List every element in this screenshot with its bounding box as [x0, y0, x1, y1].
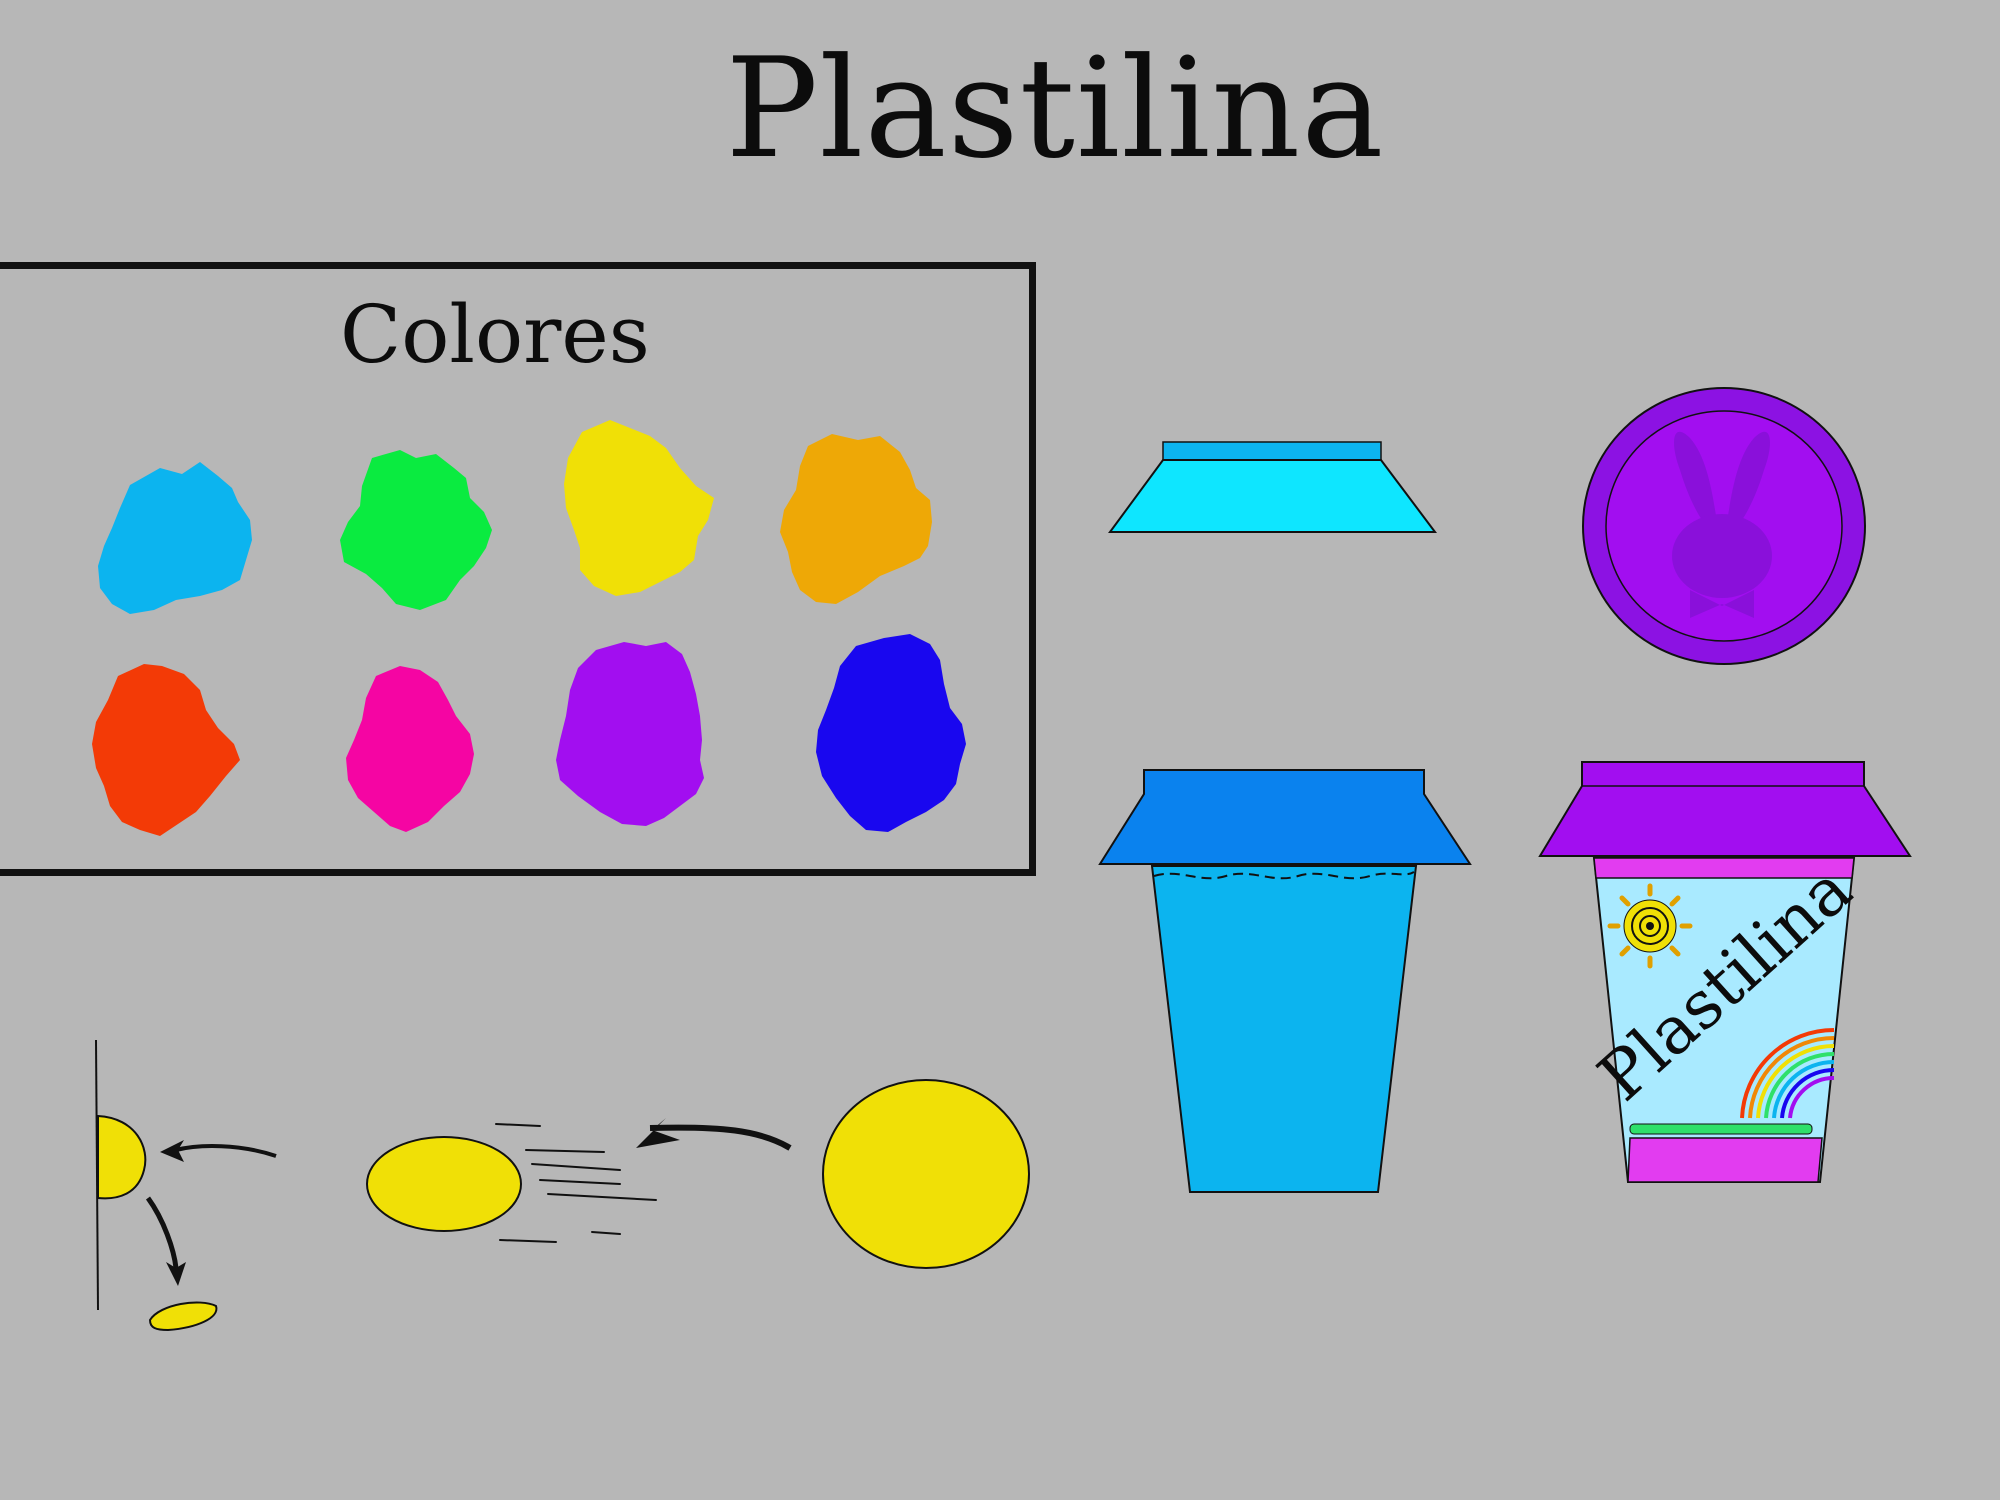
blue-cup	[1098, 769, 1472, 1193]
container-grass	[1629, 1123, 1813, 1135]
bunny-icon	[1672, 431, 1772, 618]
swatch-green	[340, 450, 492, 610]
colors-heading: Colores	[340, 288, 650, 381]
rainbow-icon	[1740, 1027, 1835, 1119]
clay-splat-on-wall	[97, 1114, 147, 1200]
clay-ball	[822, 1079, 1030, 1269]
color-swatches	[92, 420, 966, 836]
arrow-wall-to-floor	[145, 1196, 179, 1269]
arrow-flight-to-wall	[175, 1144, 277, 1158]
swatch-orange	[780, 434, 932, 604]
swatch-light-blue	[98, 462, 252, 614]
swatch-red	[92, 664, 240, 836]
sun-icon	[1607, 883, 1693, 969]
blue-cup-cap	[1098, 769, 1472, 865]
swatch-yellow	[564, 420, 714, 596]
plastilina-container: Plastilina	[1538, 761, 1912, 1183]
colors-panel	[0, 262, 1036, 876]
clay-ball-flying	[366, 1136, 522, 1232]
motion-lines	[495, 1123, 657, 1243]
lid-side-view	[1108, 441, 1437, 533]
clay-flat-on-floor	[148, 1301, 218, 1332]
blue-cup-seal	[1153, 871, 1415, 880]
lid-side-body	[1108, 459, 1437, 533]
arrow-ball-to-flight	[649, 1124, 792, 1151]
container-bottom-band	[1627, 1137, 1823, 1183]
clay-throw-sequence	[95, 1039, 1030, 1332]
page-title: Plastilina	[725, 28, 1385, 189]
swatch-purple	[556, 642, 704, 826]
swatch-pink	[346, 666, 474, 832]
arrow-head-2	[160, 1140, 184, 1162]
lid-side-rim	[1162, 441, 1382, 461]
container-lid	[1538, 761, 1912, 857]
arrow-head-3	[166, 1262, 186, 1286]
arrow-head-1	[636, 1118, 680, 1148]
blue-cup-body	[1150, 865, 1418, 1193]
lid-top-view	[1582, 387, 1866, 665]
container-top-band	[1593, 857, 1855, 879]
swatch-blue	[816, 634, 966, 832]
